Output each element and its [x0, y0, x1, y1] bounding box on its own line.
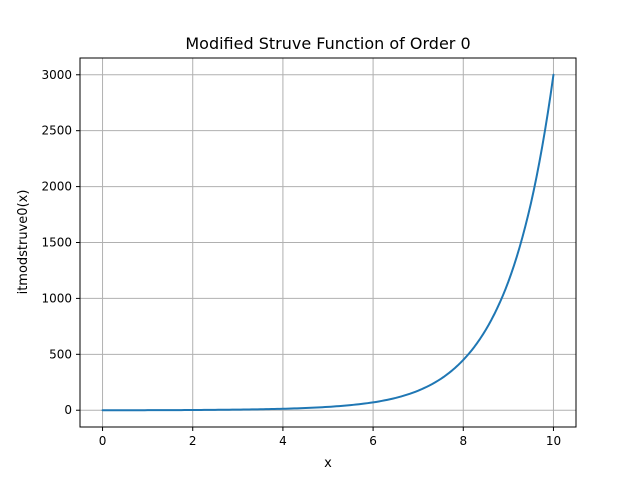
y-tick-label: 2000	[41, 180, 72, 194]
grid-layer	[80, 58, 576, 427]
y-tick-label: 0	[64, 403, 72, 417]
series-line	[101, 73, 555, 412]
chart-title: Modified Struve Function of Order 0	[185, 34, 470, 53]
x-tick-label: 4	[279, 434, 287, 448]
x-tick-label: 2	[189, 434, 197, 448]
y-tick-label: 500	[49, 347, 72, 361]
series-layer	[101, 73, 555, 412]
y-tick-label: 2500	[41, 124, 72, 138]
y-tick-label: 3000	[41, 68, 72, 82]
x-tick-label: 0	[99, 434, 107, 448]
x-tick-label: 10	[546, 434, 561, 448]
x-axis-label: x	[324, 456, 332, 471]
tick-layer: 0 2 4 6 8 10 0 500 1000 1500 2000 2500 3000	[41, 68, 561, 448]
x-tick-label: 6	[369, 434, 377, 448]
y-tick-label: 1000	[41, 291, 72, 305]
y-tick-label: 1500	[41, 236, 72, 250]
y-axis-label: itmodstruve0(x)	[16, 190, 31, 295]
x-tick-label: 8	[459, 434, 467, 448]
